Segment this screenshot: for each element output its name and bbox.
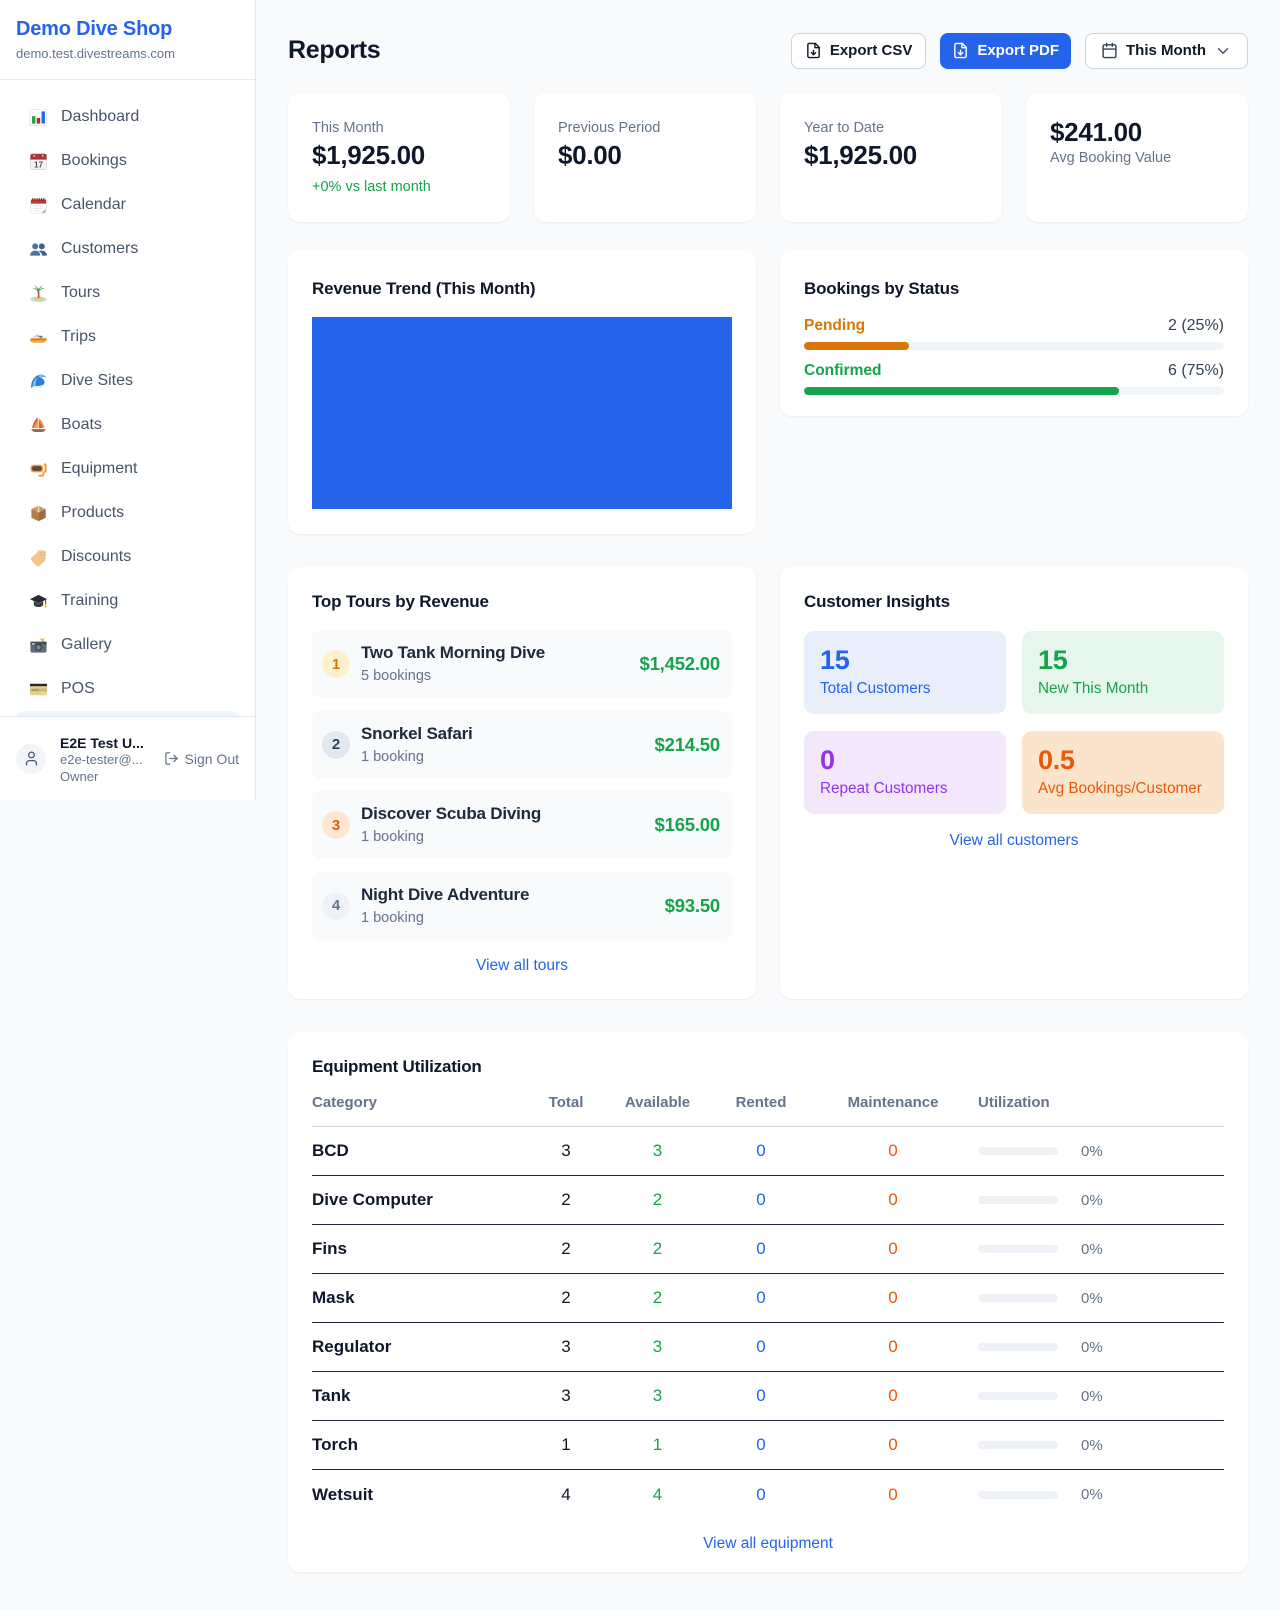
svg-text:17: 17 (34, 160, 43, 169)
